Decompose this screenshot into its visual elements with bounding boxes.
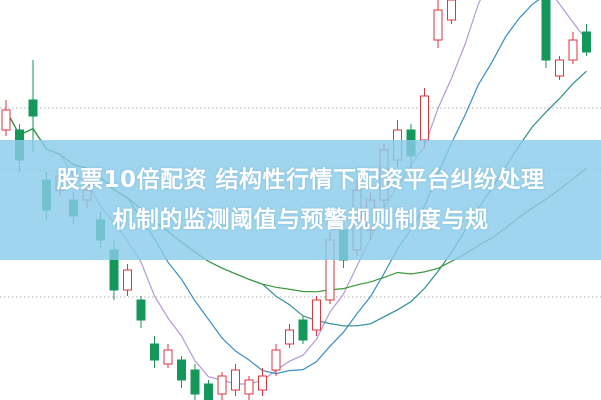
candle-body xyxy=(163,349,173,365)
candle-up xyxy=(555,56,564,80)
candle-body xyxy=(150,343,159,361)
candle-body xyxy=(541,0,551,61)
candle-up xyxy=(258,368,267,396)
candle-down xyxy=(298,316,308,344)
candle-body xyxy=(177,359,186,381)
candle-down xyxy=(28,60,38,152)
candle-up xyxy=(271,344,281,376)
headline-banner: 股票10倍配资 结构性行情下配资平台纠纷处理 机制的监测阈值与预警规则制度与规 xyxy=(0,140,601,260)
candle-up xyxy=(244,376,254,400)
candle-body xyxy=(231,369,240,391)
candle-body xyxy=(204,383,213,400)
candle-down xyxy=(204,380,213,400)
candle-up xyxy=(163,344,173,368)
candle-body xyxy=(285,329,294,345)
candle-down xyxy=(136,296,146,328)
candle-body xyxy=(190,369,200,395)
headline-line-2: 机制的监测阈值与预警规则制度与规 xyxy=(112,207,489,233)
candle-up xyxy=(1,100,11,136)
candle-up xyxy=(568,32,578,64)
candle-body xyxy=(420,95,429,141)
candle-body xyxy=(555,59,564,77)
candle-body xyxy=(447,0,456,21)
candle-up xyxy=(312,296,321,336)
candle-body xyxy=(1,109,11,131)
candle-body xyxy=(271,349,281,371)
candle-body xyxy=(244,379,254,395)
candle-body xyxy=(123,269,132,291)
candle-up xyxy=(420,88,429,148)
candle-down xyxy=(150,336,159,368)
candle-up xyxy=(217,372,227,400)
candle-body xyxy=(298,319,308,341)
candle-up xyxy=(123,264,132,296)
candle-down xyxy=(582,24,591,56)
headline-line-1: 股票10倍配资 结构性行情下配资平台纠纷处理 xyxy=(56,167,545,193)
candle-up xyxy=(285,324,294,348)
candle-body xyxy=(28,99,38,117)
candle-body xyxy=(568,39,578,61)
candle-down xyxy=(190,364,200,400)
candle-down xyxy=(541,0,551,68)
candle-down xyxy=(177,356,186,388)
candle-body xyxy=(136,299,146,321)
candle-up xyxy=(433,0,443,48)
candle-up xyxy=(231,364,240,396)
candle-body xyxy=(217,375,227,395)
candle-body xyxy=(312,299,321,331)
candle-up xyxy=(447,0,456,24)
candle-body xyxy=(433,9,443,41)
candle-body xyxy=(582,31,591,53)
candle-body xyxy=(258,375,267,391)
